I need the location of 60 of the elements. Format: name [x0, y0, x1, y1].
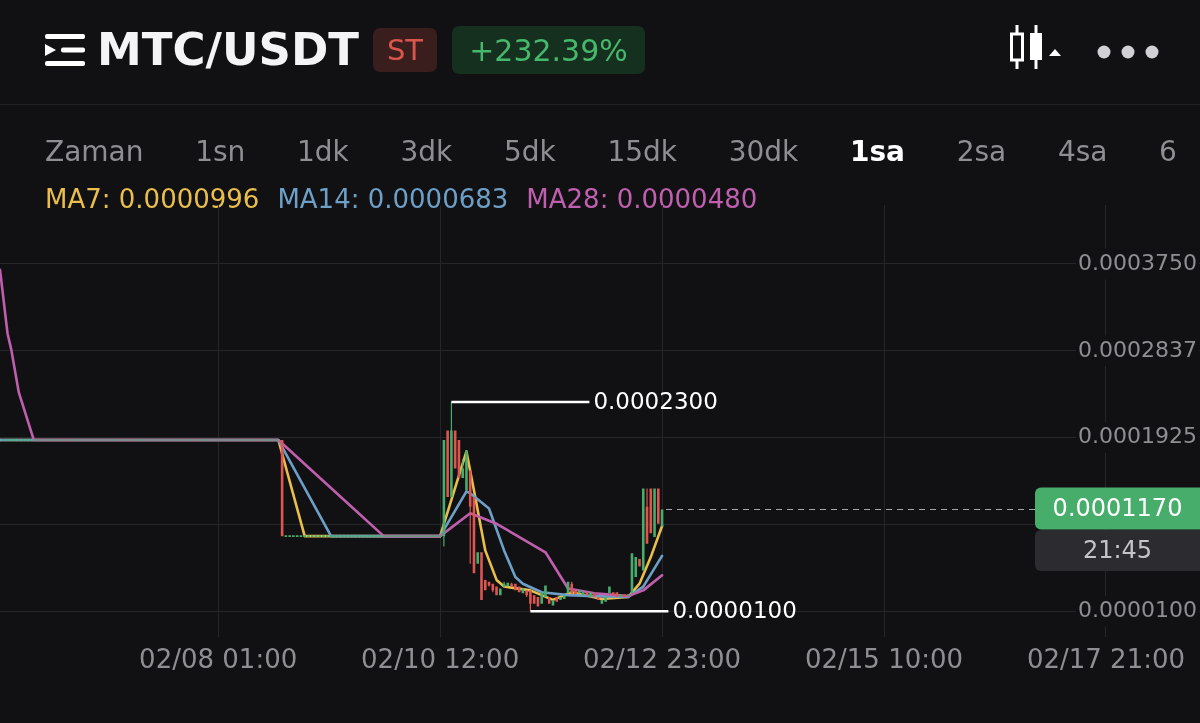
ref-line-label: 0.0001170 [1052, 493, 1183, 522]
candlestick [547, 597, 551, 604]
candlestick [450, 401, 453, 498]
chart-title: MTC/USDT [97, 22, 359, 78]
badge: +232.39% [452, 26, 645, 74]
text: 1sn [195, 134, 246, 170]
text: 1dk [297, 134, 349, 170]
candlestick [514, 583, 517, 591]
candlestick [578, 590, 581, 594]
text: 5dk [503, 134, 556, 170]
x-tick-label: 02/15 10:00 [804, 644, 964, 675]
annotation: 0.0000100 [672, 597, 797, 624]
candlestick [626, 594, 630, 597]
candlestick [529, 590, 532, 612]
candlestick [608, 586, 611, 594]
text: 6 [1159, 134, 1177, 170]
text: 30dk [728, 134, 799, 170]
text: MA28: 0.0000480 [526, 183, 758, 215]
text: 3dk [400, 134, 453, 170]
candlestick [638, 558, 641, 567]
candlestick [510, 582, 513, 587]
candlestick [657, 488, 660, 524]
candlestick [499, 588, 502, 596]
text: 1sa [849, 134, 906, 170]
candlestick [623, 594, 626, 598]
y-tick-label: 0.0003750 [1078, 249, 1197, 275]
text: MA7: 0.0000996 [45, 183, 260, 215]
annotation: 0.0002300 [593, 387, 718, 414]
candlestick [645, 488, 649, 544]
candlestick [555, 597, 559, 602]
candlestick [604, 597, 607, 602]
x-tick-label: 02/08 01:00 [139, 644, 298, 675]
candlestick [480, 552, 483, 600]
y-tick-label: 0.0002837 [1078, 336, 1197, 362]
candlestick [491, 583, 495, 593]
candlestick [465, 450, 468, 491]
badge: ST [373, 28, 437, 72]
x-tick-label: 02/10 12:00 [361, 644, 520, 675]
text: MA14: 0.0000683 [277, 183, 509, 215]
candlestick [559, 597, 562, 600]
candlestick [570, 581, 574, 594]
candlestick [495, 586, 498, 596]
candlestick [641, 488, 645, 571]
candlestick [562, 595, 566, 599]
candlestick [476, 552, 480, 564]
candlestick [653, 488, 656, 538]
y-tick-label: 0.0001925 [1078, 423, 1197, 449]
text: 15dk [607, 134, 678, 170]
candlestick [446, 430, 449, 498]
candlestick [581, 590, 585, 596]
text: 4sa [1057, 134, 1108, 170]
text: Zaman [45, 134, 144, 170]
candlestick [619, 594, 622, 598]
candlestick [502, 581, 506, 588]
text: 2sa [956, 134, 1007, 170]
y-tick-label: 0.0000100 [1078, 597, 1197, 623]
candlestick [593, 593, 596, 598]
candlestick [589, 592, 592, 598]
x-tick-label: 02/17 21:00 [1026, 644, 1186, 675]
x-tick-label: 02/12 23:00 [583, 644, 742, 675]
